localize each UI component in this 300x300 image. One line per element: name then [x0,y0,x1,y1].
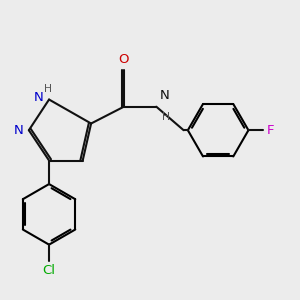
Text: O: O [119,53,129,66]
Text: N: N [34,91,43,104]
Text: N: N [160,89,170,103]
Text: Cl: Cl [43,264,56,277]
Text: H: H [44,84,52,94]
Text: H: H [162,112,170,122]
Text: N: N [14,124,24,137]
Text: F: F [266,124,274,137]
